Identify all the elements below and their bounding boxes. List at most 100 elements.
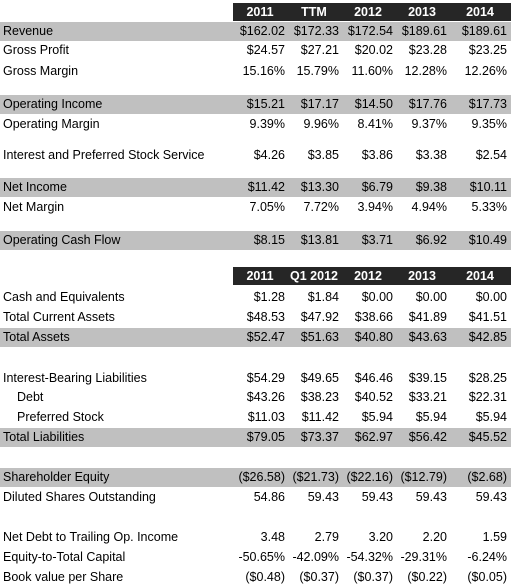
cell-value: 7.72% bbox=[303, 200, 339, 214]
cell-value: $14.50 bbox=[354, 97, 393, 111]
cell-value: $10.11 bbox=[469, 180, 507, 194]
row-label: Net Income bbox=[3, 180, 67, 194]
row-label: Interest and Preferred Stock Service bbox=[3, 148, 205, 162]
cell-value: $46.46 bbox=[354, 371, 393, 385]
cell-value: $10.49 bbox=[468, 233, 507, 247]
column-header: 2013 bbox=[408, 269, 436, 283]
table-row: Debt $43.26 $38.23 $40.52 $33.21 $22.31 bbox=[0, 388, 511, 407]
row-label: Total Assets bbox=[3, 330, 70, 344]
cell-value: $3.71 bbox=[361, 233, 393, 247]
cell-value: $5.94 bbox=[475, 410, 507, 424]
cell-value: ($22.16) bbox=[346, 470, 393, 484]
table-row: Cash and Equivalents $1.28 $1.84 $0.00 $0.00… bbox=[0, 288, 511, 307]
row-label: Operating Income bbox=[3, 97, 103, 111]
cell-value: $8.15 bbox=[253, 233, 285, 247]
cell-value: $6.79 bbox=[361, 180, 393, 194]
cell-value: 9.35% bbox=[471, 117, 507, 131]
cell-value: 2.79 bbox=[314, 530, 339, 544]
column-header: 2011 bbox=[246, 5, 274, 19]
cell-value: 8.41% bbox=[357, 117, 393, 131]
column-header: 2012 bbox=[354, 269, 382, 283]
cell-value: 3.20 bbox=[368, 530, 393, 544]
row-label: Gross Profit bbox=[3, 43, 69, 57]
cell-value: $13.30 bbox=[300, 180, 339, 194]
cell-value: -50.65% bbox=[238, 550, 285, 564]
cell-value: $1.84 bbox=[307, 290, 339, 304]
cell-value: $11.42 bbox=[301, 410, 339, 424]
column-header: 2013 bbox=[408, 5, 436, 19]
cell-value: $33.21 bbox=[408, 390, 447, 404]
cell-value: $79.05 bbox=[246, 430, 285, 444]
cell-value: $41.89 bbox=[408, 310, 447, 324]
cell-value: $51.63 bbox=[300, 330, 339, 344]
row-label: Operating Margin bbox=[3, 117, 100, 131]
table-row: Gross Margin 15.16% 15.79% 11.60% 12.28% 12.2… bbox=[0, 62, 511, 81]
cell-value: 59.43 bbox=[475, 490, 507, 504]
cell-value: $52.47 bbox=[246, 330, 285, 344]
cell-value: $172.54 bbox=[347, 24, 393, 38]
row-label: Shareholder Equity bbox=[3, 470, 110, 484]
cell-value: 4.94% bbox=[411, 200, 447, 214]
table-row: Book value per Share ($0.48) ($0.37) ($0.37… bbox=[0, 568, 511, 587]
cell-value: 15.16% bbox=[242, 64, 285, 78]
cell-value: $15.21 bbox=[246, 97, 285, 111]
column-header: 2012 bbox=[354, 5, 382, 19]
header-row: 2011 Q1 2012 2012 2013 2014 bbox=[233, 267, 511, 285]
cell-value: $5.94 bbox=[361, 410, 393, 424]
cell-value: 9.37% bbox=[411, 117, 447, 131]
cell-value: $39.15 bbox=[408, 371, 447, 385]
cell-value: $24.57 bbox=[246, 43, 285, 57]
cell-value: 54.86 bbox=[253, 490, 285, 504]
cell-value: $3.86 bbox=[361, 148, 393, 162]
cell-value: $49.65 bbox=[300, 371, 339, 385]
table-row: Preferred Stock $11.03 $11.42 $5.94 $5.94 $5.… bbox=[0, 408, 511, 427]
cell-value: ($0.37) bbox=[299, 570, 339, 584]
cell-value: $17.73 bbox=[468, 97, 507, 111]
cell-value: $6.92 bbox=[415, 233, 447, 247]
row-label: Revenue bbox=[3, 24, 54, 38]
table-row: Interest-Bearing Liabilities $54.29 $49.65… bbox=[0, 369, 511, 388]
cell-value: 3.94% bbox=[357, 200, 393, 214]
table-row: Operating Income $15.21 $17.17 $14.50 $17.76… bbox=[0, 95, 511, 114]
cell-value: ($0.37) bbox=[353, 570, 393, 584]
table-row: Net Income $11.42 $13.30 $6.79 $9.38 $10.11 bbox=[0, 178, 511, 197]
table-row: Operating Margin 9.39% 9.96% 8.41% 9.37% 9.35… bbox=[0, 115, 511, 134]
cell-value: ($0.05) bbox=[467, 570, 507, 584]
cell-value: 5.33% bbox=[471, 200, 507, 214]
table-row: Revenue $162.02 $172.33 $172.54 $189.61 $189.… bbox=[0, 22, 511, 41]
cell-value: 9.96% bbox=[303, 117, 339, 131]
cell-value: $47.92 bbox=[300, 310, 339, 324]
cell-value: $43.26 bbox=[246, 390, 285, 404]
cell-value: ($21.73) bbox=[292, 470, 339, 484]
cell-value: -29.31% bbox=[400, 550, 447, 564]
table-row: Total Assets $52.47 $51.63 $40.80 $43.63 $42.… bbox=[0, 328, 511, 347]
cell-value: $23.28 bbox=[408, 43, 447, 57]
column-header: 2014 bbox=[466, 269, 494, 283]
row-label: Preferred Stock bbox=[17, 410, 104, 424]
cell-value: $38.66 bbox=[354, 310, 393, 324]
cell-value: $45.52 bbox=[468, 430, 507, 444]
table-row: Operating Cash Flow $8.15 $13.81 $3.71 $6.92… bbox=[0, 231, 511, 250]
table-row: Equity-to-Total Capital -50.65% -42.09% -54… bbox=[0, 548, 511, 567]
cell-value: 3.48 bbox=[260, 530, 285, 544]
cell-value: $2.54 bbox=[475, 148, 507, 162]
row-label: Equity-to-Total Capital bbox=[3, 550, 126, 564]
row-label: Total Liabilities bbox=[3, 430, 85, 444]
cell-value: 15.79% bbox=[296, 64, 339, 78]
cell-value: $189.61 bbox=[401, 24, 447, 38]
row-label: Diluted Shares Outstanding bbox=[3, 490, 156, 504]
cell-value: $11.42 bbox=[247, 180, 285, 194]
row-label: Gross Margin bbox=[3, 64, 79, 78]
column-header: TTM bbox=[301, 5, 327, 19]
cell-value: $4.26 bbox=[253, 148, 285, 162]
cell-value: -54.32% bbox=[346, 550, 393, 564]
cell-value: $23.25 bbox=[468, 43, 507, 57]
table-row: Shareholder Equity ($26.58) ($21.73) ($22.1… bbox=[0, 468, 511, 487]
cell-value: $17.17 bbox=[300, 97, 339, 111]
cell-value: 59.43 bbox=[415, 490, 447, 504]
row-label: Total Current Assets bbox=[3, 310, 115, 324]
cell-value: $43.63 bbox=[408, 330, 447, 344]
cell-value: $0.00 bbox=[475, 290, 507, 304]
cell-value: ($0.48) bbox=[245, 570, 285, 584]
cell-value: $28.25 bbox=[468, 371, 507, 385]
